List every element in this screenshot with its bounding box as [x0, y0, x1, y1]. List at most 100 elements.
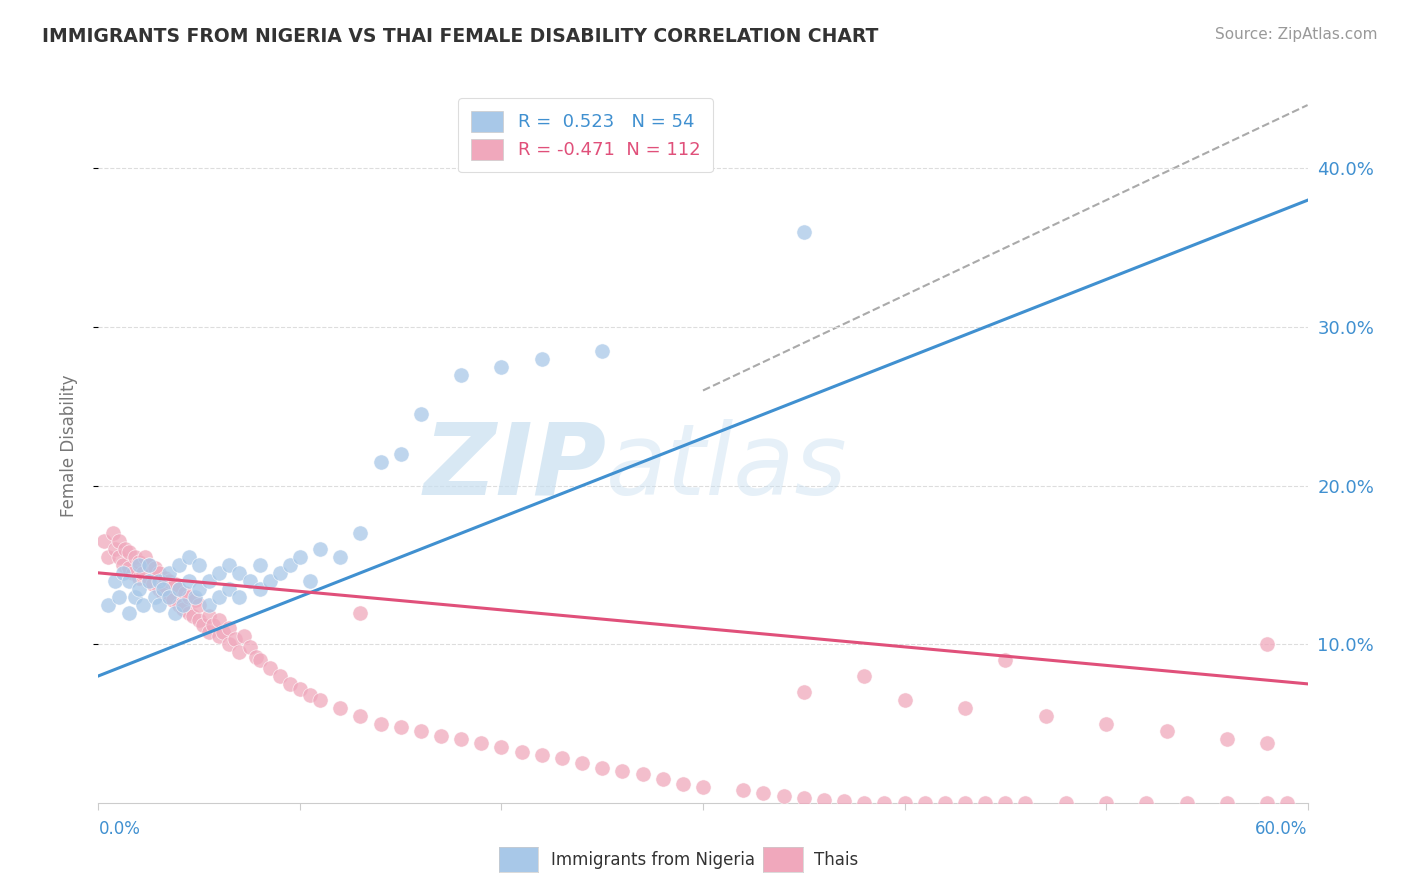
Point: [193, 618, 215, 632]
Point: [118, 545, 141, 559]
Point: [1216, 796, 1239, 810]
Point: [309, 542, 332, 557]
Point: [111, 566, 134, 580]
Point: [491, 740, 513, 755]
Point: [218, 558, 240, 572]
Point: [1277, 796, 1299, 810]
Point: [299, 688, 322, 702]
Point: [138, 558, 160, 572]
Point: [208, 590, 231, 604]
Point: [138, 574, 160, 588]
Point: [121, 566, 143, 580]
Y-axis label: Female Disability: Female Disability: [59, 375, 77, 517]
Point: [167, 598, 190, 612]
Point: [179, 574, 201, 588]
Point: [651, 772, 673, 786]
Point: [389, 447, 412, 461]
Point: [157, 574, 180, 588]
Point: [1175, 796, 1198, 810]
Point: [1135, 796, 1157, 810]
Point: [179, 590, 201, 604]
Text: Source: ZipAtlas.com: Source: ZipAtlas.com: [1215, 27, 1378, 42]
Point: [793, 685, 815, 699]
Point: [239, 574, 262, 588]
Point: [188, 614, 211, 628]
Point: [118, 606, 141, 620]
Point: [198, 598, 221, 612]
Text: Thais: Thais: [814, 851, 858, 869]
Point: [893, 796, 915, 810]
Point: [873, 796, 896, 810]
Point: [101, 526, 124, 541]
Point: [591, 761, 613, 775]
Point: [138, 574, 160, 588]
Point: [148, 574, 170, 588]
Point: [128, 571, 150, 585]
Point: [172, 602, 194, 616]
Point: [793, 791, 815, 805]
Point: [152, 586, 174, 600]
Point: [370, 455, 392, 469]
Point: [179, 606, 201, 620]
Point: [329, 700, 352, 714]
Point: [974, 796, 997, 810]
Point: [167, 558, 190, 572]
Point: [329, 549, 352, 564]
Text: Immigrants from Nigeria: Immigrants from Nigeria: [551, 851, 755, 869]
Point: [245, 649, 267, 664]
Point: [249, 582, 271, 596]
Point: [793, 225, 815, 239]
Point: [228, 566, 250, 580]
Point: [309, 692, 332, 706]
Point: [128, 558, 150, 572]
Point: [349, 526, 371, 541]
Point: [188, 558, 211, 572]
Point: [103, 574, 125, 588]
Point: [148, 598, 170, 612]
Point: [148, 582, 170, 596]
Point: [450, 368, 472, 382]
Point: [278, 558, 301, 572]
Point: [111, 558, 134, 572]
Point: [107, 549, 129, 564]
Point: [370, 716, 392, 731]
Point: [218, 637, 240, 651]
Point: [132, 566, 155, 580]
Point: [278, 677, 301, 691]
Point: [114, 542, 136, 557]
Text: IMMIGRANTS FROM NIGERIA VS THAI FEMALE DISABILITY CORRELATION CHART: IMMIGRANTS FROM NIGERIA VS THAI FEMALE D…: [42, 27, 879, 45]
Point: [772, 789, 794, 804]
Point: [389, 720, 412, 734]
Point: [208, 566, 231, 580]
Point: [1014, 796, 1036, 810]
Point: [1035, 708, 1057, 723]
Point: [470, 735, 492, 749]
Point: [1216, 732, 1239, 747]
Point: [813, 792, 835, 806]
Point: [259, 574, 281, 588]
Point: [349, 606, 371, 620]
Point: [1054, 796, 1077, 810]
Point: [212, 624, 235, 639]
Text: atlas: atlas: [606, 419, 848, 516]
Point: [1256, 796, 1278, 810]
Point: [188, 582, 211, 596]
Point: [692, 780, 714, 794]
Point: [450, 732, 472, 747]
Text: 60.0%: 60.0%: [1256, 820, 1308, 838]
Point: [172, 598, 194, 612]
Point: [232, 629, 254, 643]
Point: [953, 700, 976, 714]
Point: [124, 549, 146, 564]
Point: [832, 794, 855, 808]
Point: [107, 590, 129, 604]
Point: [163, 577, 186, 591]
Point: [218, 582, 240, 596]
Point: [953, 796, 976, 810]
Point: [228, 590, 250, 604]
Point: [288, 681, 311, 696]
Point: [124, 590, 146, 604]
Point: [132, 598, 155, 612]
Point: [107, 534, 129, 549]
Point: [733, 783, 755, 797]
